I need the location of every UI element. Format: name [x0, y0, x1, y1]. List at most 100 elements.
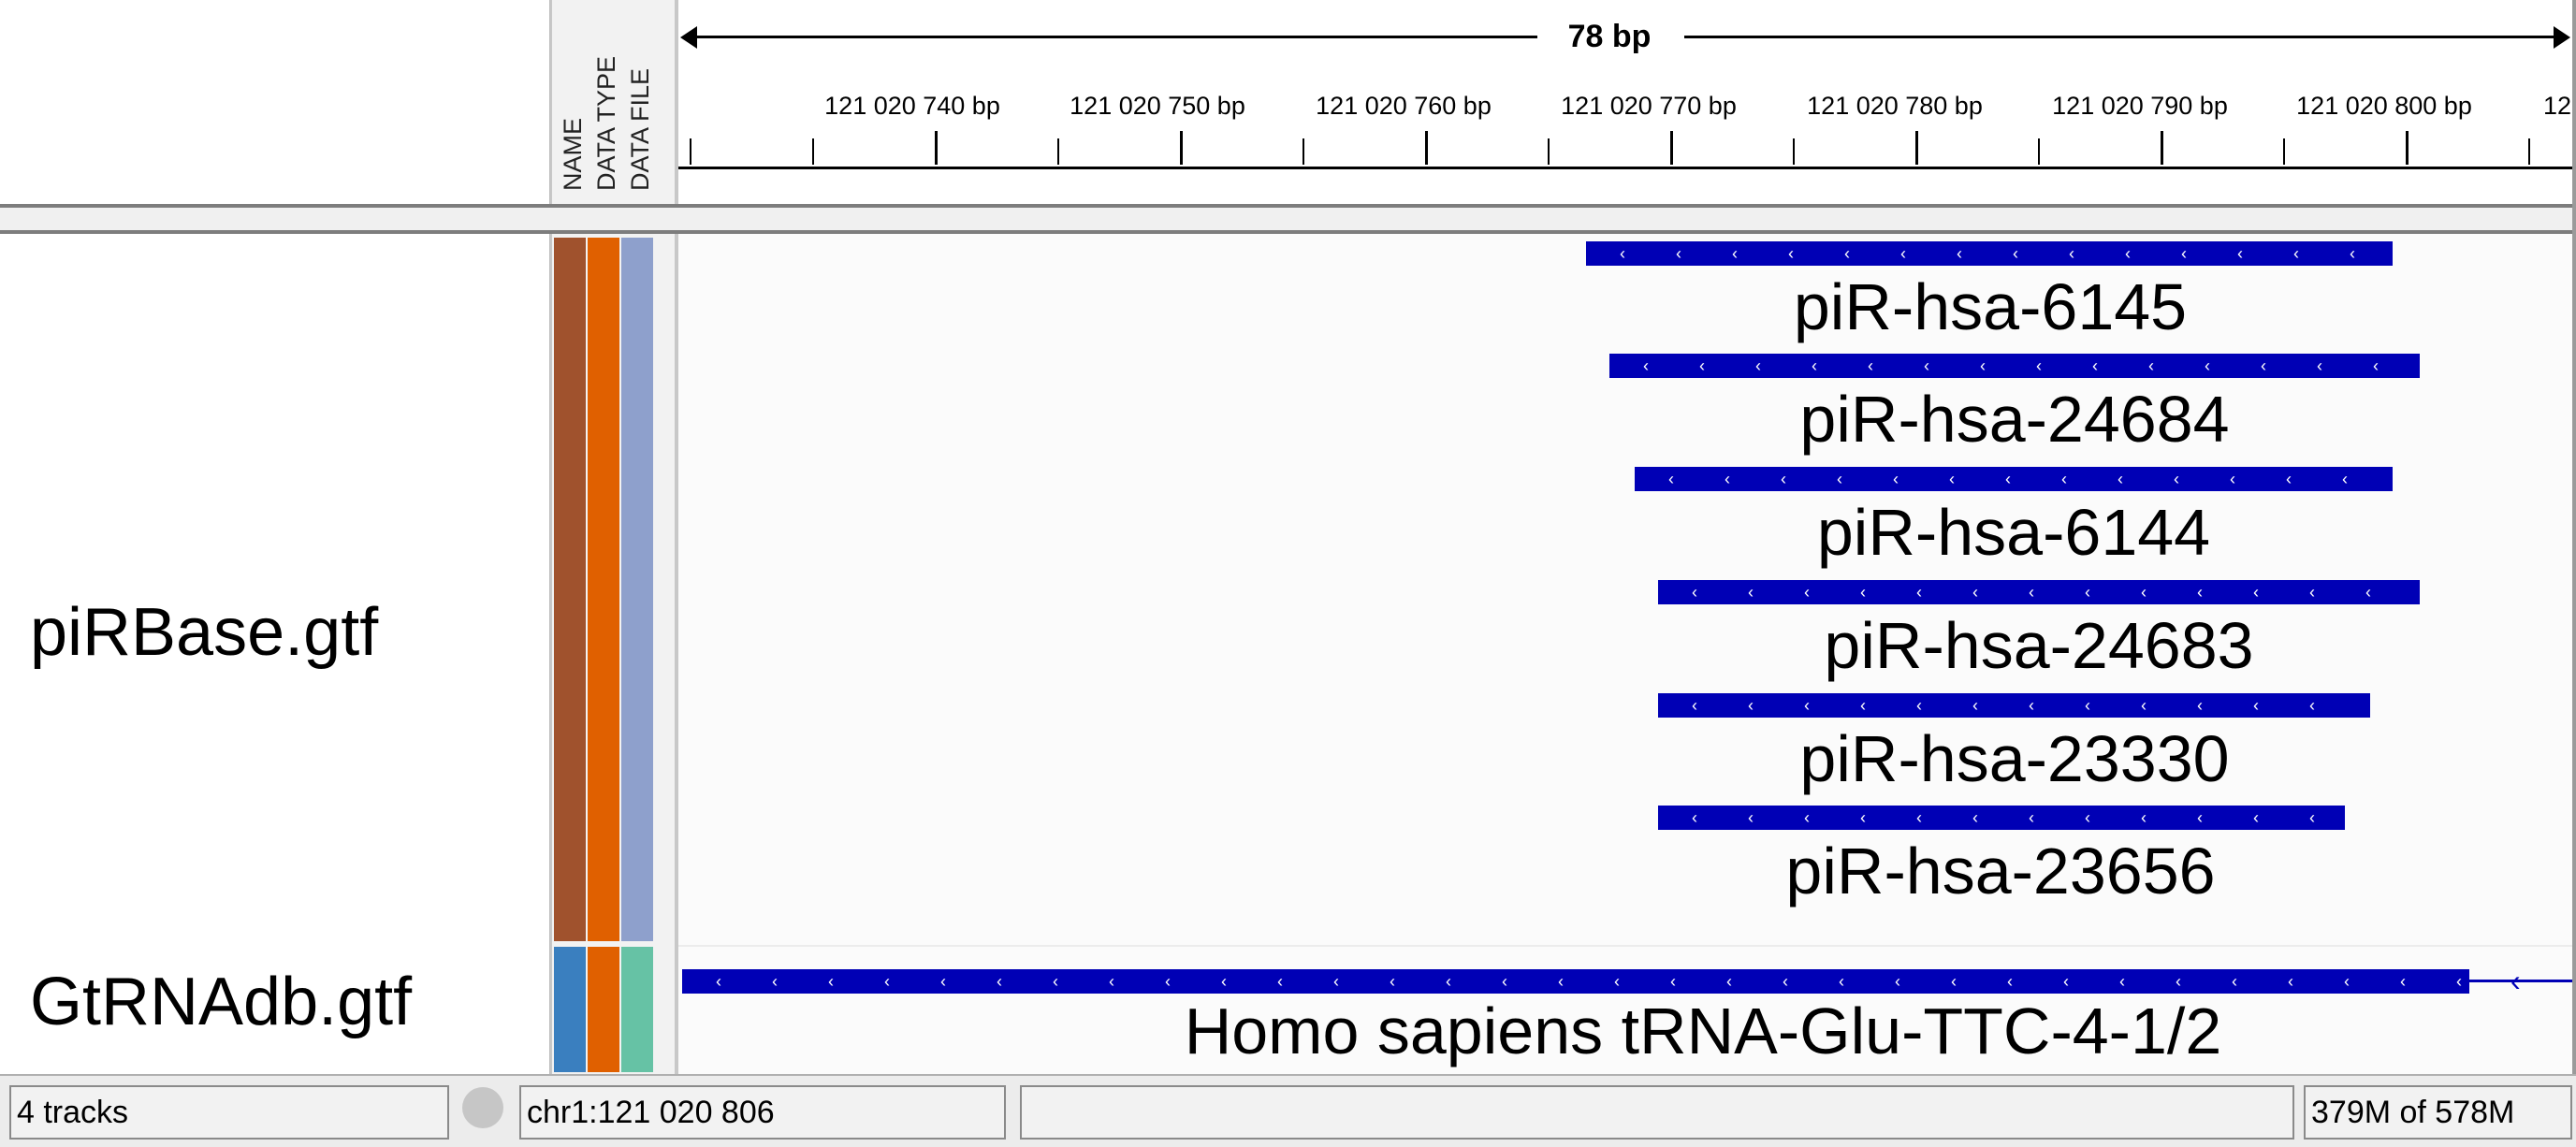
feature-bar-pir-6144[interactable]: ‹ ‹ ‹ ‹ ‹ ‹ ‹ ‹ ‹ ‹ ‹ ‹ ‹ — [1635, 467, 2393, 491]
ruler-tick — [1303, 138, 1304, 165]
strand-chevron-icon: ‹ — [1333, 972, 1339, 991]
strand-chevron-icon: ‹ — [1837, 470, 1842, 488]
header-divider[interactable] — [0, 204, 2576, 234]
attr-header-data-type[interactable]: DATA TYPE — [592, 55, 620, 191]
strand-chevron-icon: ‹ — [1558, 972, 1564, 991]
strand-chevron-icon: ‹ — [1748, 696, 1754, 715]
strand-chevron-icon: ‹ — [1839, 972, 1844, 991]
strand-chevron-icon: ‹ — [2029, 696, 2034, 715]
strand-chevron-icon: ‹ — [1676, 244, 1681, 263]
attr-header-name[interactable]: NAME — [559, 117, 587, 191]
attribute-header[interactable]: NAME DATA TYPE DATA FILE — [550, 0, 677, 204]
strand-chevron-icon: ‹ — [2230, 470, 2235, 488]
strand-chevron-icon: ‹ — [1951, 972, 1957, 991]
ruler-tick-label: 12 — [2542, 92, 2572, 120]
feature-bar-pir-6145[interactable]: ‹ ‹ ‹ ‹ ‹ ‹ ‹ ‹ ‹ ‹ ‹ ‹ ‹ ‹ — [1586, 241, 2393, 266]
feature-intron-line — [2469, 980, 2574, 982]
feature-bar-pir-23656[interactable]: ‹ ‹ ‹ ‹ ‹ ‹ ‹ ‹ ‹ ‹ ‹ ‹ — [1658, 806, 2345, 830]
strand-chevron-icon: ‹ — [1502, 972, 1507, 991]
strand-chevron-icon: ‹ — [1957, 244, 1962, 263]
attr-cell-pirbase-name[interactable] — [554, 238, 586, 941]
track-separator — [678, 945, 2572, 947]
ruler-tick — [1915, 131, 1918, 165]
strand-chevron-icon: ‹ — [2036, 356, 2042, 375]
attr-cell-pirbase-data-file[interactable] — [621, 238, 653, 941]
status-track-count: 4 tracks — [9, 1085, 449, 1140]
strand-chevron-icon: ‹ — [884, 972, 890, 991]
ruler-tick — [1548, 138, 1550, 165]
ruler-tick — [2406, 131, 2409, 165]
strand-chevron-icon: ‹ — [1390, 972, 1395, 991]
strand-chevron-icon: ‹ — [2092, 356, 2098, 375]
feature-bar-pir-24684[interactable]: ‹ ‹ ‹ ‹ ‹ ‹ ‹ ‹ ‹ ‹ ‹ ‹ ‹ ‹ — [1609, 354, 2420, 378]
strand-chevron-icon: ‹ — [2344, 972, 2350, 991]
feature-bar-pir-24683[interactable]: ‹ ‹ ‹ ‹ ‹ ‹ ‹ ‹ ‹ ‹ ‹ ‹ ‹ — [1658, 580, 2420, 604]
ruler-tick — [1057, 138, 1059, 165]
track-name-pirbase[interactable]: piRBase.gtf — [30, 595, 379, 670]
strand-chevron-icon: ‹ — [2253, 583, 2259, 602]
feature-bar-trna-glu[interactable]: ‹ ‹ ‹ ‹ ‹ ‹ ‹ ‹ ‹ ‹ ‹ ‹ ‹ ‹ ‹ ‹ ‹ ‹ ‹ ‹ ‹ ‹ ‹ ‹ ‹ ‹ ‹ ‹ ‹ ‹ ‹ ‹ — [682, 969, 2469, 994]
feature-label: piR-hsa-24683 — [1824, 609, 2254, 682]
strand-chevron-icon: ‹ — [1916, 696, 1922, 715]
strand-chevron-icon: ‹ — [1924, 356, 1929, 375]
attr-cell-gtrnadb-name[interactable] — [554, 947, 586, 1072]
strand-chevron-icon: ‹ — [1748, 808, 1754, 827]
ruler-tick-label: 121 020 780 bp — [1807, 92, 1983, 120]
strand-chevron-icon: ‹ — [2176, 972, 2181, 991]
strand-chevron-icon: ‹ — [2085, 696, 2090, 715]
attribute-panel[interactable] — [550, 234, 677, 1074]
strand-chevron-icon: ‹ — [1699, 356, 1705, 375]
ruler[interactable]: 78 bp 121 020 740 bp 121 020 750 bp 121 … — [677, 0, 2572, 204]
ruler-tick-label: 121 020 790 bp — [2052, 92, 2228, 120]
strand-chevron-icon: ‹ — [2141, 808, 2147, 827]
strand-chevron-icon: ‹ — [1895, 972, 1900, 991]
strand-chevron-icon: ‹ — [1900, 244, 1906, 263]
ruler-span-line-left — [695, 36, 1537, 38]
attr-cell-pirbase-data-type[interactable] — [588, 238, 619, 941]
ruler-tick — [812, 138, 814, 165]
strand-chevron-icon: ‹ — [1692, 808, 1697, 827]
strand-chevron-icon: ‹ — [2119, 972, 2125, 991]
intron-chevron-left-icon: ‹ — [2511, 964, 2521, 997]
strand-chevron-icon: ‹ — [1949, 470, 1955, 488]
strand-chevron-icon: ‹ — [2141, 696, 2147, 715]
status-bar: 4 tracks chr1:121 020 806 379M of 578M — [0, 1074, 2576, 1147]
strand-chevron-icon: ‹ — [1614, 972, 1620, 991]
data-panel[interactable]: ‹ ‹ ‹ ‹ ‹ ‹ ‹ ‹ ‹ ‹ ‹ ‹ ‹ ‹ piR-hsa-6145 ‹ ‹ ‹ ‹ ‹ ‹ ‹ ‹ ‹ ‹ ‹ ‹… — [677, 234, 2574, 1074]
strand-chevron-icon: ‹ — [1748, 583, 1754, 602]
ruler-tick-label: 121 020 770 bp — [1561, 92, 1737, 120]
feature-label: piR-hsa-23656 — [1785, 835, 2216, 907]
strand-chevron-icon: ‹ — [1670, 972, 1676, 991]
strand-chevron-icon: ‹ — [2118, 470, 2123, 488]
strand-chevron-icon: ‹ — [2069, 244, 2074, 263]
feature-label: piR-hsa-6144 — [1816, 496, 2211, 569]
strand-chevron-icon: ‹ — [2085, 583, 2090, 602]
track-name-gtrnadb[interactable]: GtRNAdb.gtf — [30, 965, 413, 1039]
status-locus: chr1:121 020 806 — [519, 1085, 1006, 1140]
strand-chevron-icon: ‹ — [1844, 244, 1850, 263]
strand-chevron-icon: ‹ — [1165, 972, 1171, 991]
ruler-tick — [1180, 131, 1183, 165]
feature-bar-pir-23330[interactable]: ‹ ‹ ‹ ‹ ‹ ‹ ‹ ‹ ‹ ‹ ‹ ‹ — [1658, 693, 2370, 718]
ruler-tick-label: 121 020 800 bp — [2296, 92, 2472, 120]
attr-cell-gtrnadb-data-file[interactable] — [621, 947, 653, 1072]
strand-chevron-icon: ‹ — [2205, 356, 2210, 375]
strand-chevron-icon: ‹ — [2261, 356, 2266, 375]
ruler-right-arrow-icon — [2554, 26, 2570, 49]
strand-chevron-icon: ‹ — [716, 972, 721, 991]
strand-chevron-icon: ‹ — [1643, 356, 1649, 375]
ruler-left-arrow-icon — [680, 26, 697, 49]
track-names-panel[interactable]: piRBase.gtf GtRNAdb.gtf — [0, 234, 550, 1074]
ruler-tick-label: 121 020 750 bp — [1070, 92, 1245, 120]
strand-chevron-icon: ‹ — [2237, 244, 2243, 263]
strand-chevron-icon: ‹ — [1980, 356, 1986, 375]
status-memory: 379M of 578M — [2304, 1085, 2572, 1140]
ruler-tick-label: 121 020 760 bp — [1316, 92, 1492, 120]
strand-chevron-icon: ‹ — [1781, 470, 1786, 488]
attr-cell-gtrnadb-data-type[interactable] — [588, 947, 619, 1072]
strand-chevron-icon: ‹ — [1812, 356, 1817, 375]
attr-header-data-file[interactable]: DATA FILE — [626, 67, 654, 191]
strand-chevron-icon: ‹ — [2309, 583, 2315, 602]
strand-chevron-icon: ‹ — [1788, 244, 1794, 263]
ruler-tick — [2161, 131, 2163, 165]
